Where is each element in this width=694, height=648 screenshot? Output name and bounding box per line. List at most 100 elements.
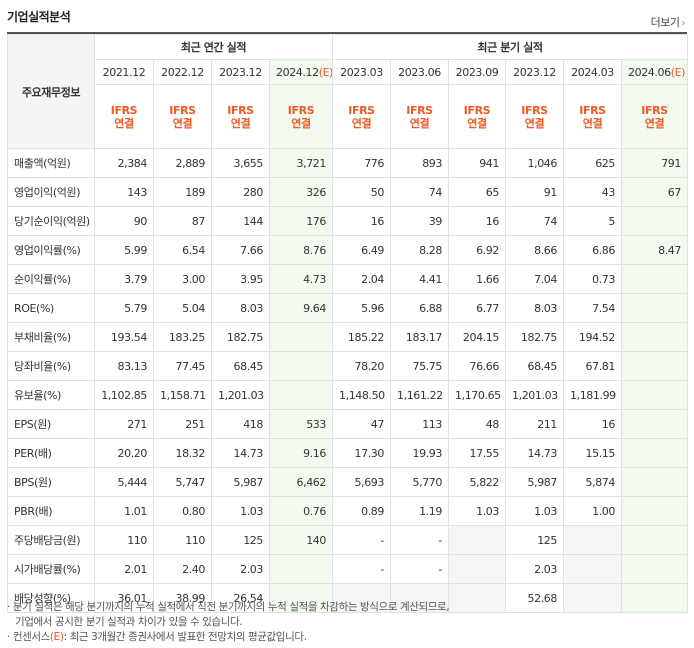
table-row: 영업이익(억원) 143 189 280 326 50 74 65 91 43 67 [7,177,688,207]
row-label: 순이익률(%) [7,264,95,294]
value-cell [269,322,333,352]
value-cell [563,554,622,584]
value-cell: 1,158.71 [153,380,212,410]
accounting-standard-header: IFRS 연결 [332,84,391,149]
value-cell: 189 [153,177,212,207]
value-cell: 1,181.99 [563,380,622,410]
value-cell: 17.30 [332,438,391,468]
value-cell: - [390,554,449,584]
quarter-group-header: 최근 분기 실적 [332,34,688,60]
table-row: PER(배) 20.20 18.32 14.73 9.16 17.30 19.93 17.55… [7,438,688,468]
value-cell: 1.01 [94,496,154,526]
period-header: 2023.06 [390,59,449,85]
value-cell: 52.68 [505,583,564,613]
value-cell: 74 [505,206,564,236]
value-cell: 125 [211,525,270,555]
value-cell: 16 [563,409,622,439]
side-header: 주요재무정보 [7,34,95,149]
value-cell: 8.03 [211,293,270,323]
value-cell: 8.66 [505,235,564,265]
table-row: PBR(배) 1.01 0.80 1.03 0.76 0.89 1.19 1.03 1.03 1.… [7,496,688,526]
value-cell: 6.49 [332,235,391,265]
value-cell: 204.15 [448,322,506,352]
value-cell [621,525,688,555]
table-row: 배당성향(%) 36.01 38.99 26.54 52.68 [7,583,688,613]
table-row: 당기순이익(억원) 90 87 144 176 16 39 16 74 5 [7,206,688,236]
footnote-2: · 컨센서스(E): 최근 3개월간 증권사에서 발표한 전망치의 평균값입니다… [7,631,307,643]
value-cell: 3,721 [269,148,333,178]
value-cell [269,351,333,381]
value-cell: 125 [505,525,564,555]
value-cell: 9.16 [269,438,333,468]
value-cell: 8.47 [621,235,688,265]
value-cell: 7.54 [563,293,622,323]
financial-table: 주요재무정보 최근 연간 실적 최근 분기 실적 2021.12 2022.12… [7,34,688,613]
table-row: ROE(%) 5.79 5.04 8.03 9.64 5.96 6.88 6.77 8.03 7.… [7,293,688,323]
value-cell: 1,148.50 [332,380,391,410]
value-cell: 68.45 [505,351,564,381]
value-cell: 2.03 [505,554,564,584]
value-cell: 3.79 [94,264,154,294]
row-label: 매출액(억원) [7,148,95,178]
row-label: PBR(배) [7,496,95,526]
accounting-standard-header: IFRS 연결 [94,84,154,149]
value-cell: 182.75 [211,322,270,352]
value-cell: 893 [390,148,449,178]
value-cell: 0.89 [332,496,391,526]
value-cell: 183.25 [153,322,212,352]
value-cell: - [390,525,449,555]
row-label: BPS(원) [7,467,95,497]
value-cell [621,322,688,352]
value-cell: 6.54 [153,235,212,265]
value-cell: 1,046 [505,148,564,178]
value-cell: 0.76 [269,496,333,526]
value-cell: 7.04 [505,264,564,294]
value-cell: 74 [390,177,449,207]
value-cell [621,467,688,497]
value-cell: 4.41 [390,264,449,294]
accounting-standard-header: IFRS 연결 [563,84,622,149]
value-cell: 4.73 [269,264,333,294]
more-link[interactable]: 더보기 › [651,14,686,30]
value-cell: 0.80 [153,496,212,526]
value-cell: 68.45 [211,351,270,381]
value-cell: 144 [211,206,270,236]
value-cell: 47 [332,409,391,439]
value-cell: 5,987 [211,467,270,497]
value-cell: 14.73 [211,438,270,468]
value-cell: 5,822 [448,467,506,497]
value-cell: 65 [448,177,506,207]
value-cell: 75.75 [390,351,449,381]
footnote-1-cont: 기업에서 공시한 분기 실적과 차이가 있을 수 있습니다. [15,616,243,628]
value-cell: 38.99 [153,583,212,613]
period-header-estimate: 2024.12(E) [269,59,333,85]
value-cell: 1,201.03 [505,380,564,410]
accounting-standard-header: IFRS 연결 [269,84,333,149]
value-cell: 791 [621,148,688,178]
value-cell: 110 [94,525,154,555]
table-row: BPS(원) 5,444 5,747 5,987 6,462 5,693 5,770 5,82… [7,467,688,497]
value-cell: 193.54 [94,322,154,352]
value-cell: 326 [269,177,333,207]
value-cell: 20.20 [94,438,154,468]
accounting-standard-header: IFRS 연결 [448,84,506,149]
table-row: 순이익률(%) 3.79 3.00 3.95 4.73 2.04 4.41 1.66 7.04 0… [7,264,688,294]
row-label: EPS(원) [7,409,95,439]
value-cell: 2.03 [211,554,270,584]
value-cell: 5,747 [153,467,212,497]
value-cell [563,583,622,613]
table-row: 당좌비율(%) 83.13 77.45 68.45 78.20 75.75 76.66 68.… [7,351,688,381]
value-cell [269,583,333,613]
value-cell [448,583,506,613]
row-label: 당기순이익(억원) [7,206,95,236]
value-cell: 1.03 [505,496,564,526]
value-cell: 77.45 [153,351,212,381]
period-header-estimate: 2024.06(E) [621,59,688,85]
value-cell: 6.86 [563,235,622,265]
value-cell [621,380,688,410]
value-cell: 625 [563,148,622,178]
value-cell: 5.79 [94,293,154,323]
row-label: 주당배당금(원) [7,525,95,555]
value-cell: 3.95 [211,264,270,294]
value-cell: 36.01 [94,583,154,613]
